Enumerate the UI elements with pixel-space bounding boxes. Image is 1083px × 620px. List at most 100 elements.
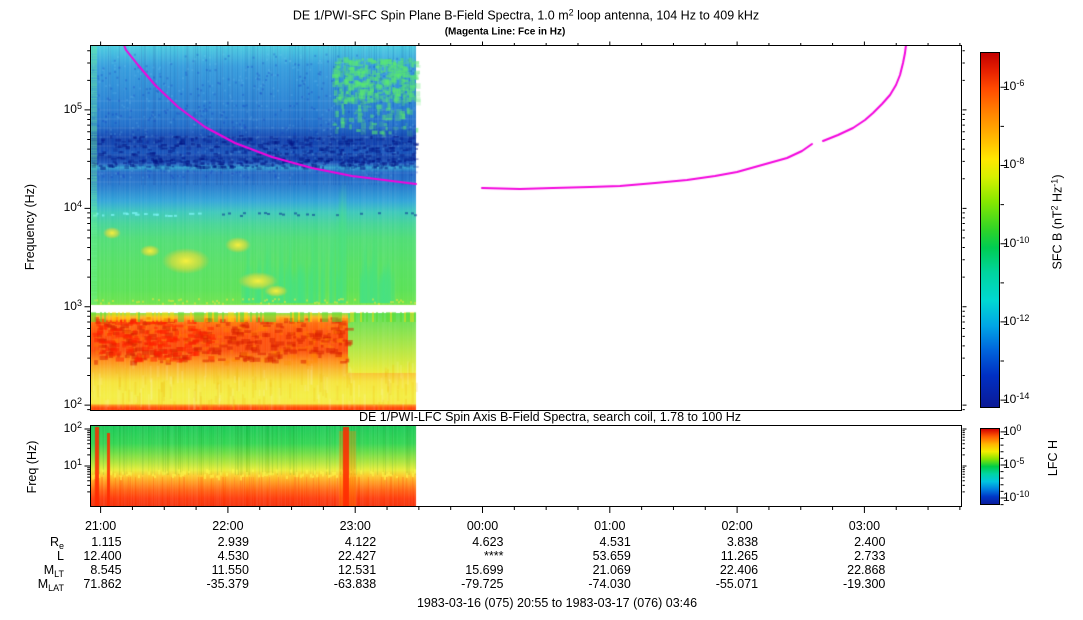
table-row-label: MLAT: [24, 577, 64, 593]
lfc-colorbar-label: LFC H: [1046, 439, 1060, 477]
time-tick-label: 21:00: [84, 519, 117, 533]
table-cell: -35.379: [206, 577, 249, 591]
table-cell: 11.265: [720, 549, 759, 563]
power-exponent: 2: [76, 419, 82, 430]
power-exponent: -8: [1016, 156, 1025, 167]
sfc-colorbar-tick-label: 10-10: [1003, 235, 1047, 250]
table-cell: -63.838: [333, 577, 377, 591]
time-tick-label: 00:00: [466, 519, 499, 533]
power-exponent: -10: [1016, 234, 1030, 245]
table-cell: 1.115: [91, 535, 122, 549]
power-exponent: 0: [1016, 422, 1022, 433]
power-base: 10: [63, 457, 77, 472]
row-label-subscript: LT: [54, 569, 64, 579]
sfc-spectrogram-canvas: [90, 45, 962, 410]
power-exponent: -12: [1016, 312, 1030, 323]
sfc-y-axis-label: Frequency (Hz): [23, 183, 37, 271]
lfc-colorbar: [980, 428, 1000, 505]
superscript: -1: [1049, 178, 1060, 187]
lfc-ytick-label: 101: [50, 457, 82, 472]
sfc-ytick-label: 105: [50, 101, 82, 116]
row-label-subscript: LAT: [48, 583, 64, 593]
table-cell: -55.071: [715, 577, 759, 591]
power-base: 10: [1003, 423, 1017, 438]
table-cell: 22.868: [847, 563, 886, 577]
lfc-spectrogram-canvas: [90, 425, 962, 506]
table-cell: 4.531: [599, 535, 631, 549]
power-exponent: -14: [1016, 391, 1030, 402]
power-exponent: 2: [76, 396, 82, 407]
time-tick-label: 01:00: [594, 519, 626, 533]
time-tick-label: 02:00: [721, 519, 753, 533]
power-base: 10: [1003, 392, 1017, 407]
lfc-panel-title: DE 1/PWI-LFC Spin Axis B-Field Spectra, …: [358, 410, 742, 424]
table-cell: -19.300: [842, 577, 886, 591]
time-tick-label: 03:00: [848, 519, 881, 533]
sfc-colorbar-tick-label: 10-6: [1003, 78, 1047, 93]
table-cell: -79.725: [461, 577, 504, 591]
power-base: 10: [63, 298, 77, 313]
table-cell: 4.530: [217, 549, 249, 563]
power-exponent: 5: [76, 100, 82, 111]
table-cell: 15.699: [465, 563, 504, 577]
sfc-ytick-label: 103: [50, 298, 82, 313]
table-cell: ****: [484, 549, 504, 563]
power-base: 10: [63, 200, 77, 215]
table-cell: 22.406: [719, 563, 759, 577]
time-tick-label: 23:00: [339, 519, 371, 533]
power-base: 10: [1003, 313, 1017, 328]
sfc-colorbar-tick-label: 10-8: [1003, 156, 1047, 171]
table-cell: -74.030: [588, 577, 631, 591]
table-row-label: Re: [24, 535, 64, 551]
table-cell: 21.069: [592, 563, 631, 577]
table-cell: 12.400: [83, 549, 122, 563]
table-cell: 3.838: [726, 535, 759, 549]
sfc-colorbar-tick-label: 10-14: [1003, 391, 1047, 406]
power-exponent: -10: [1016, 489, 1030, 500]
table-cell: 2.400: [854, 535, 886, 549]
row-label-base: M: [43, 563, 55, 577]
row-label-subscript: e: [58, 541, 64, 551]
table-cell: 2.939: [217, 535, 249, 549]
power-base: 10: [1003, 79, 1017, 94]
power-base: 10: [1003, 456, 1017, 471]
table-cell: 12.531: [337, 563, 377, 577]
table-row-label: L: [24, 549, 64, 563]
table-row-label: MLT: [24, 563, 64, 579]
lfc-ytick-label: 102: [50, 420, 82, 435]
lfc-colorbar-tick-label: 10-5: [1003, 456, 1047, 471]
time-tick-label: 22:00: [212, 519, 244, 533]
row-label-base: L: [57, 549, 64, 563]
power-base: 10: [63, 420, 77, 435]
table-cell: 4.623: [472, 535, 504, 549]
sfc-colorbar-label: SFC B (nT2 Hz-1): [1049, 174, 1065, 270]
power-exponent: 1: [76, 456, 82, 467]
table-cell: 2.733: [854, 549, 886, 563]
row-label-base: R: [49, 535, 59, 549]
power-base: 10: [1003, 235, 1017, 250]
lfc-y-axis-label: Freq (Hz): [25, 440, 39, 494]
sfc-ytick-label: 102: [50, 396, 82, 411]
sfc-panel-subtitle: (Magenta Line: Fce in Hz): [444, 26, 566, 38]
power-exponent: -6: [1016, 78, 1025, 89]
sfc-panel-title: DE 1/PWI-SFC Spin Plane B-Field Spectra,…: [292, 7, 760, 23]
power-base: 10: [1003, 157, 1017, 172]
table-cell: 22.427: [337, 549, 377, 563]
sfc-colorbar: [980, 52, 1000, 408]
power-exponent: 3: [76, 297, 82, 308]
lfc-colorbar-tick-label: 10-10: [1003, 489, 1047, 504]
power-base: 10: [1003, 490, 1017, 505]
row-label-base: M: [37, 577, 49, 591]
table-cell: 11.550: [211, 563, 249, 577]
table-cell: 53.659: [592, 549, 631, 563]
table-cell: 8.545: [90, 563, 122, 577]
sfc-colorbar-tick-label: 10-12: [1003, 313, 1047, 328]
time-range-footer: 1983-03-16 (075) 20:55 to 1983-03-17 (07…: [416, 596, 698, 610]
table-cell: 71.862: [83, 577, 122, 591]
power-base: 10: [63, 397, 77, 412]
power-exponent: -5: [1016, 455, 1025, 466]
superscript: 2: [568, 7, 574, 18]
power-exponent: 4: [76, 199, 82, 210]
table-cell: 4.122: [344, 535, 377, 549]
